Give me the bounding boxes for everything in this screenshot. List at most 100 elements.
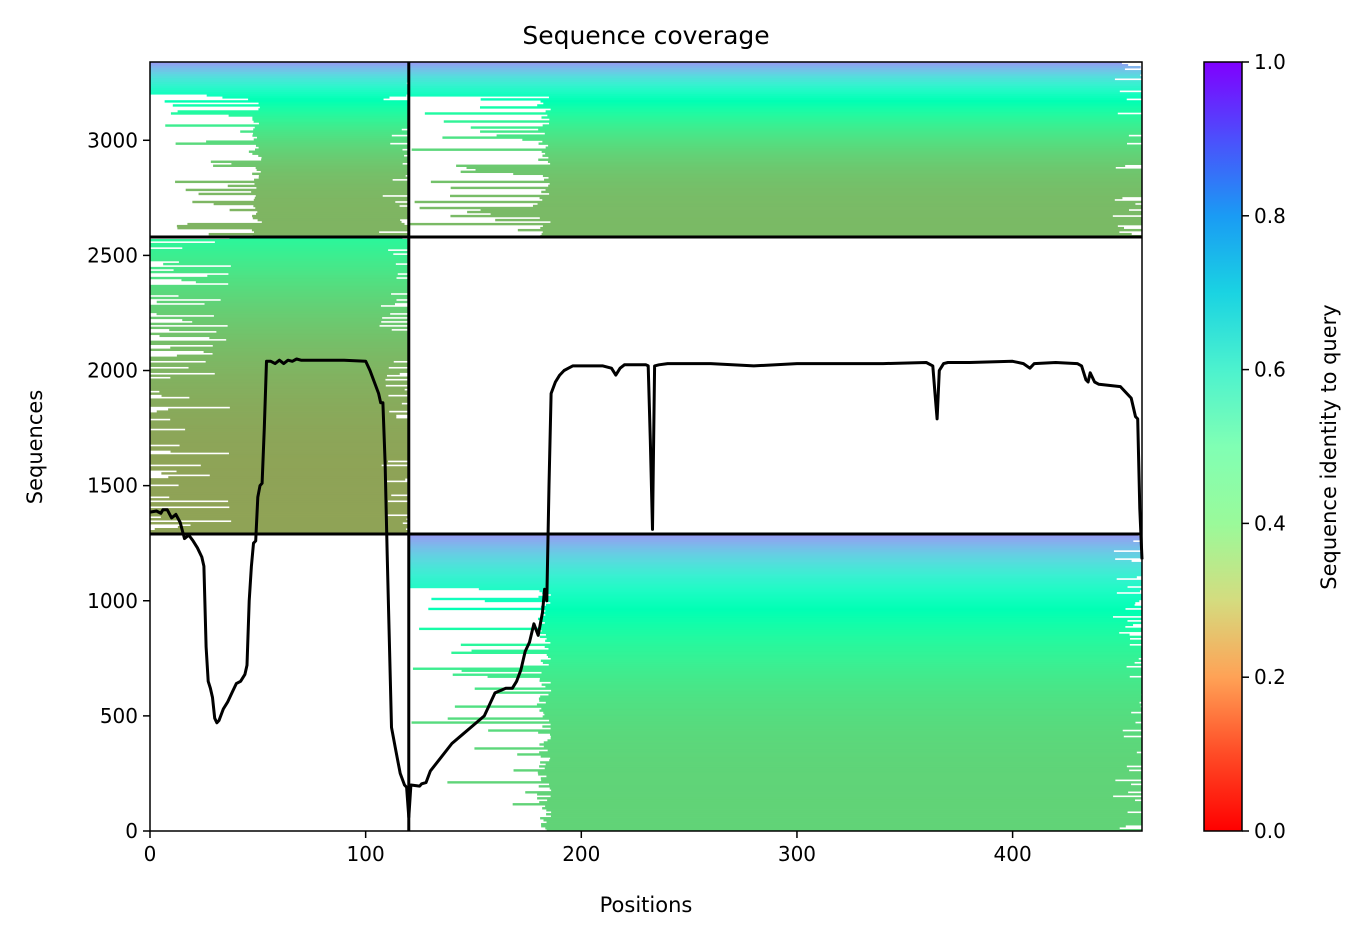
heatmap-row xyxy=(150,364,409,367)
heatmap-row xyxy=(150,78,409,81)
heatmap-row xyxy=(452,673,1142,676)
heatmap-row xyxy=(150,84,409,87)
heatmap-row xyxy=(539,709,1142,712)
heatmap-row xyxy=(150,510,409,513)
heatmap-row xyxy=(150,426,409,429)
heatmap-row xyxy=(408,64,1129,67)
heatmap-row xyxy=(212,352,409,355)
heatmap-row xyxy=(474,687,1142,690)
heatmap-row xyxy=(230,264,409,268)
heatmap-row xyxy=(450,194,1142,198)
heatmap-row xyxy=(549,122,1142,125)
heatmap-row xyxy=(548,156,1142,159)
heatmap-row xyxy=(150,244,409,248)
heatmap-row xyxy=(175,142,391,145)
heatmap-row xyxy=(542,725,1142,728)
heatmap-row xyxy=(175,180,409,184)
heatmap-row xyxy=(409,222,1142,226)
heatmap-row xyxy=(537,771,1142,774)
heatmap-row xyxy=(546,821,1142,824)
heatmap-row xyxy=(541,150,1142,153)
heatmap-row xyxy=(490,212,1142,216)
heatmap-row xyxy=(252,116,409,119)
heatmap-row xyxy=(545,701,1140,704)
heatmap-row xyxy=(408,70,1142,73)
heatmap-row xyxy=(408,577,1117,581)
heatmap-row xyxy=(229,506,409,509)
heatmap-row xyxy=(150,486,409,489)
heatmap-row xyxy=(256,186,409,190)
heatmap-row xyxy=(150,454,409,457)
heatmap-row xyxy=(150,258,409,262)
heatmap-row xyxy=(169,328,392,332)
heatmap-row xyxy=(541,619,1128,623)
heatmap-row xyxy=(150,356,409,359)
heatmap-row xyxy=(408,553,1142,557)
heatmap-row xyxy=(150,348,409,352)
heatmap-row xyxy=(150,490,409,493)
heatmap-row xyxy=(150,374,387,377)
heatmap-row xyxy=(206,140,409,143)
heatmap-row xyxy=(548,663,1142,666)
heatmap-row xyxy=(214,372,400,375)
heatmap-row xyxy=(551,789,1142,792)
heatmap-row xyxy=(544,178,1142,182)
heatmap-row xyxy=(253,204,400,208)
heatmap-row xyxy=(206,94,407,97)
heatmap-row xyxy=(150,458,409,461)
heatmap-row xyxy=(411,721,1136,724)
heatmap-row xyxy=(546,637,1131,641)
chart-title: Sequence coverage xyxy=(522,21,769,50)
heatmap-row xyxy=(542,591,1117,595)
heatmap-row xyxy=(150,66,409,69)
heatmap-row xyxy=(522,665,1127,668)
heatmap-row xyxy=(258,108,409,111)
heatmap-row xyxy=(549,192,1142,196)
heatmap-row xyxy=(550,601,1136,605)
heatmap-row xyxy=(253,198,409,202)
heatmap-row xyxy=(488,729,1123,732)
heatmap-row xyxy=(538,595,1142,599)
heatmap-row xyxy=(545,827,1120,830)
heatmap-row xyxy=(190,524,409,527)
heatmap-row xyxy=(150,430,409,433)
heatmap-row xyxy=(192,200,396,204)
heatmap-row xyxy=(542,124,1142,127)
heatmap-row xyxy=(550,681,1142,684)
heatmap-row xyxy=(542,661,1135,664)
heatmap-row xyxy=(150,502,409,505)
heatmap-row xyxy=(545,609,1142,613)
heatmap-row xyxy=(168,476,409,479)
colorbar-tick-label: 0.0 xyxy=(1254,819,1286,843)
heatmap-row xyxy=(261,156,409,159)
heatmap-row xyxy=(539,679,1142,682)
heatmap-row xyxy=(258,102,409,105)
heatmap-row xyxy=(549,733,1142,736)
heatmap-row xyxy=(255,206,409,210)
heatmap-row xyxy=(408,559,1132,563)
heatmap-row xyxy=(150,416,397,419)
heatmap-row xyxy=(176,224,409,228)
heatmap-row xyxy=(228,500,388,503)
heatmap-row xyxy=(411,148,1142,151)
heatmap-row xyxy=(525,791,1129,794)
heatmap-row xyxy=(408,68,1125,71)
heatmap-row xyxy=(229,208,409,212)
plot-frame xyxy=(149,61,1143,832)
heatmap-row xyxy=(513,172,1142,176)
heatmap-row xyxy=(254,196,409,200)
heatmap-row xyxy=(150,332,409,336)
heatmap-row xyxy=(545,188,1142,192)
heatmap-row xyxy=(450,186,1142,190)
heatmap-row xyxy=(253,230,380,234)
colorbar-tick-label: 1.0 xyxy=(1254,50,1286,74)
heatmap-row xyxy=(539,765,1127,768)
heatmap-row xyxy=(549,118,1142,121)
heatmap-row xyxy=(424,112,1118,115)
heatmap-row xyxy=(408,90,1120,93)
heatmap-row xyxy=(259,106,409,109)
heatmap-row xyxy=(150,64,409,67)
heatmap-row xyxy=(540,100,1142,103)
heatmap-row xyxy=(150,296,409,300)
heatmap-row xyxy=(443,120,1142,123)
